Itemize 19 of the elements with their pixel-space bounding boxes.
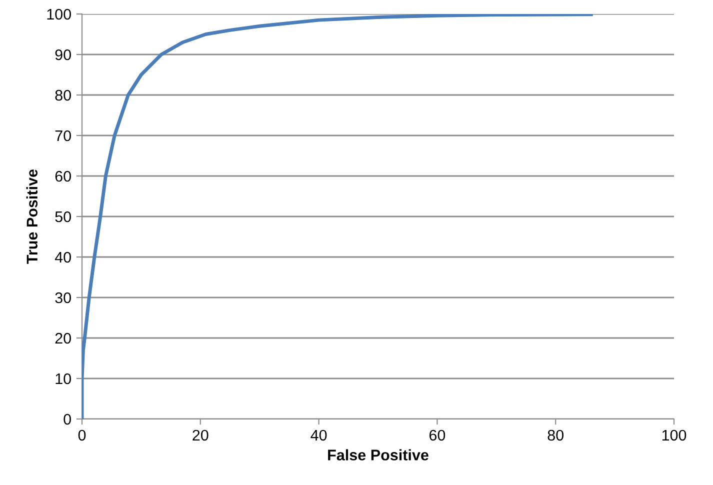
y-tick-label: 40 <box>54 252 71 263</box>
y-axis-title: True Positive <box>26 169 38 264</box>
y-tick-label: 10 <box>56 373 71 384</box>
y-tick-label: 80 <box>55 90 71 101</box>
x-tick-label: 40 <box>310 430 327 441</box>
x-tick-label: 60 <box>429 430 446 441</box>
x-tick-label: 20 <box>192 430 208 441</box>
y-tick-label: 90 <box>55 49 71 60</box>
x-tick-label: 0 <box>78 430 86 441</box>
y-tick-label: 70 <box>55 130 71 142</box>
y-tick-label: 60 <box>55 170 71 182</box>
x-tick-label: 80 <box>548 430 564 441</box>
y-tick-label: 50 <box>55 211 71 222</box>
y-tick-label: 100 <box>47 8 71 20</box>
y-tick-label: 30 <box>55 292 71 304</box>
y-tick-label: 20 <box>55 332 71 344</box>
x-axis-title: False Positive <box>328 449 428 460</box>
y-tick-label: 0 <box>64 414 71 425</box>
x-tick-label: 100 <box>662 430 686 441</box>
